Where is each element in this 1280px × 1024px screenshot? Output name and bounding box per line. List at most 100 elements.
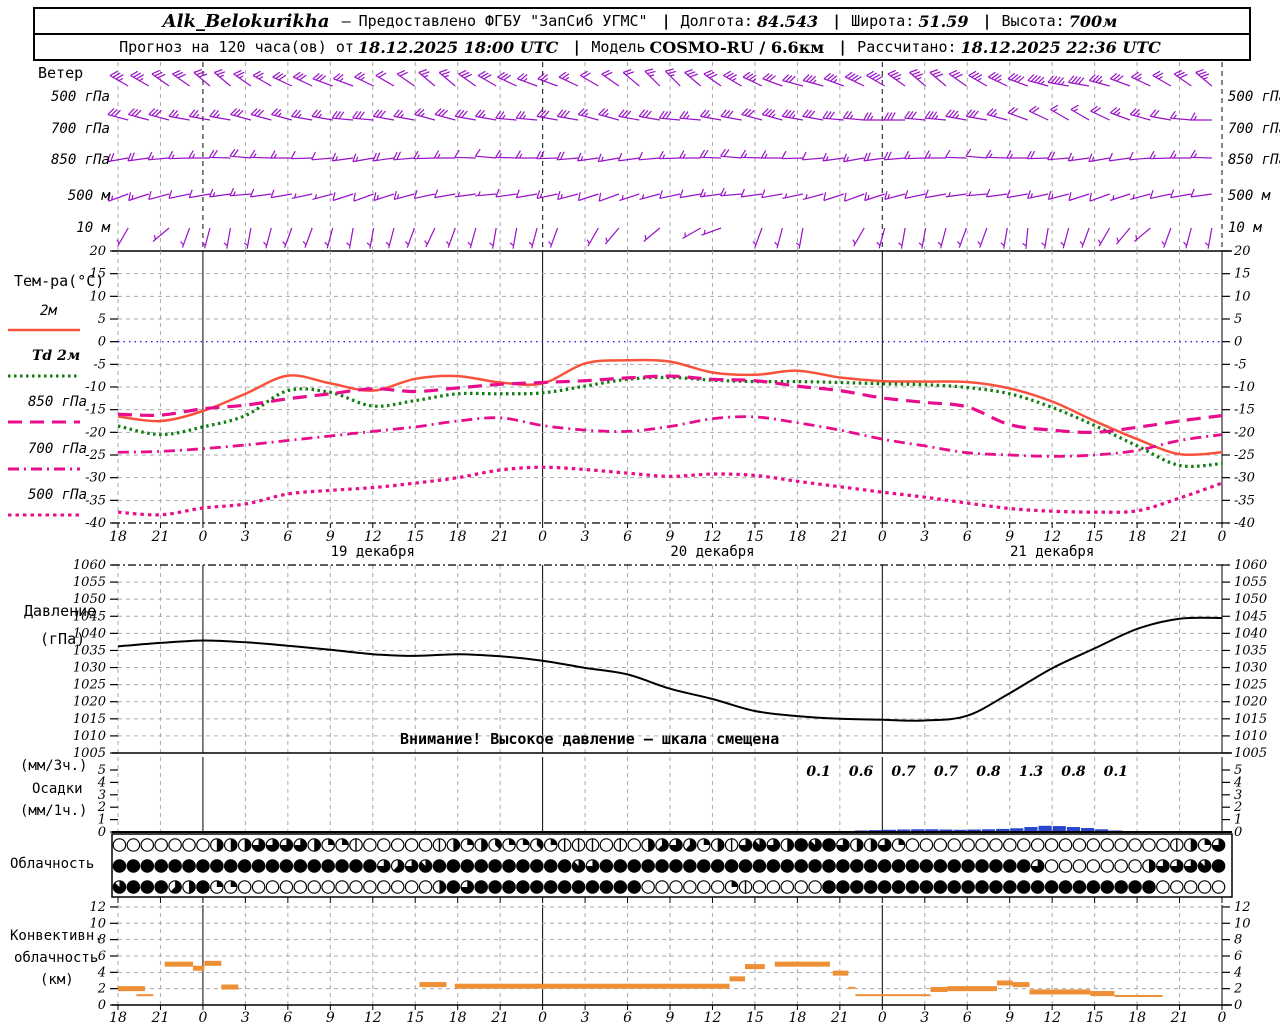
svg-text:-35: -35 <box>1234 493 1255 508</box>
convective-cloud-segment <box>996 980 1013 986</box>
wind-level-label-500hpa-right: 500 гПа <box>1228 89 1280 105</box>
wind-level-label-10m-right: 10 м <box>1228 220 1262 236</box>
convective-panel-title-1: Конвективн. <box>10 928 103 944</box>
svg-text:21: 21 <box>830 529 849 545</box>
svg-text:3: 3 <box>241 1010 250 1024</box>
precip-hourly-bar <box>1038 825 1052 832</box>
temperature-panel-title: Тем-ра(°C) <box>14 272 105 290</box>
convective-cloud-segment <box>1029 989 1091 995</box>
svg-text:2: 2 <box>1233 982 1242 997</box>
svg-text:5: 5 <box>1234 763 1242 778</box>
legend-line-td2m <box>8 364 80 378</box>
forecast-prefix: Прогноз на 120 часа(ов) от <box>119 38 354 56</box>
precip-hourly-bar <box>882 829 896 832</box>
svg-text:9: 9 <box>666 1010 675 1024</box>
svg-text:20: 20 <box>88 244 106 259</box>
svg-text:9: 9 <box>326 1010 335 1024</box>
wind-barb-row-3 <box>107 187 1212 202</box>
legend-line-850hpa <box>8 410 80 424</box>
latitude-label: Широта: <box>851 12 915 30</box>
precip-hourly-bar <box>939 829 953 832</box>
svg-text:1060: 1060 <box>73 558 106 573</box>
svg-text:18: 18 <box>1128 529 1146 545</box>
convective-cloud-segment <box>136 994 154 997</box>
legend-line-t2m <box>8 318 80 332</box>
svg-text:6: 6 <box>283 529 292 545</box>
precip-hourly-bar <box>911 829 925 832</box>
legend-label-500hpa: 500 гПа <box>28 487 88 503</box>
svg-text:3: 3 <box>98 788 106 803</box>
convective-cloud-segment <box>848 986 856 989</box>
longitude-label: Долгота: <box>680 12 753 30</box>
convective-cloud-segment <box>947 986 997 992</box>
svg-text:3: 3 <box>920 1010 929 1024</box>
svg-text:15: 15 <box>406 529 424 545</box>
svg-text:0: 0 <box>1218 1010 1227 1024</box>
convective-cloud-segment <box>454 983 730 989</box>
svg-text:0: 0 <box>878 529 887 545</box>
svg-text:1: 1 <box>1234 813 1242 828</box>
svg-text:6: 6 <box>623 529 632 545</box>
svg-text:10: 10 <box>89 916 106 931</box>
svg-text:21: 21 <box>490 529 509 545</box>
svg-text:1010: 1010 <box>73 729 106 744</box>
wind-level-label-500hpa: 500 гПа <box>50 89 110 105</box>
convective-cloud-segment <box>729 976 746 982</box>
svg-text:1050: 1050 <box>73 592 106 607</box>
precip-hourly-bar <box>953 829 967 832</box>
svg-text:6: 6 <box>963 529 972 545</box>
convective-cloud-segment <box>1012 982 1030 988</box>
header: Alk_Belokurikha — Предоставлено ФГБУ "За… <box>33 7 1251 61</box>
model-label: Модель <box>591 38 646 56</box>
svg-text:4: 4 <box>97 965 106 980</box>
svg-text:0: 0 <box>198 1010 207 1024</box>
wind-panel-title: Ветер <box>38 64 84 82</box>
latitude-value: 51.59 <box>918 11 969 31</box>
svg-text:15: 15 <box>746 529 764 545</box>
svg-text:0: 0 <box>1234 998 1242 1013</box>
wind-barb-row-4 <box>116 227 1213 249</box>
convective-panel-units: (км) <box>40 972 74 988</box>
svg-text:0.7: 0.7 <box>934 764 959 780</box>
precip-1h-units-label: (мм/1ч.) <box>20 803 88 819</box>
svg-text:15: 15 <box>1086 529 1104 545</box>
wind-level-label-500m: 500 м <box>67 188 110 204</box>
svg-text:21: 21 <box>151 529 170 545</box>
pressure-panel-units: (гПа) <box>40 630 86 648</box>
svg-text:12: 12 <box>1043 1010 1061 1024</box>
convective-cloud-segment <box>419 982 447 988</box>
svg-text:3: 3 <box>241 529 250 545</box>
svg-text:-5: -5 <box>93 357 106 372</box>
longitude-value: 84.543 <box>756 11 819 31</box>
svg-text:1060: 1060 <box>1234 558 1267 573</box>
legend-label-t2m: 2м <box>40 303 57 319</box>
station-name: Alk_Belokurikha <box>162 10 330 32</box>
svg-text:1045: 1045 <box>1234 609 1267 624</box>
svg-text:1030: 1030 <box>1234 661 1267 676</box>
svg-text:1025: 1025 <box>73 678 106 693</box>
svg-text:15: 15 <box>406 1010 424 1024</box>
svg-text:18: 18 <box>449 1010 467 1024</box>
svg-text:12: 12 <box>1043 529 1061 545</box>
svg-text:1035: 1035 <box>73 643 106 658</box>
convective-cloud-segment <box>774 961 830 967</box>
time-axis-bottom: 18 21 0 3 6 9 12 15 18 21 0 3 6 9 12 15 18 21 0 3 6 9 12 15 18 21… <box>109 1005 1227 1024</box>
svg-text:18: 18 <box>449 529 467 545</box>
svg-text:15: 15 <box>746 1010 764 1024</box>
svg-text:21: 21 <box>151 1010 170 1024</box>
svg-text:-5: -5 <box>1234 357 1247 372</box>
svg-text:21: 21 <box>830 1010 849 1024</box>
svg-text:15: 15 <box>1086 1010 1104 1024</box>
precip-hourly-bar <box>1024 827 1038 832</box>
calculated-time: 18.12.2025 22:36 UTC <box>960 37 1161 57</box>
svg-text:2: 2 <box>1233 800 1242 815</box>
precip-hourly-bar <box>1052 826 1066 832</box>
svg-text:9: 9 <box>666 529 675 545</box>
legend-line-500hpa <box>8 503 80 517</box>
precip-hourly-bar <box>967 829 981 832</box>
precip-hourly-bar <box>1066 827 1080 832</box>
header-row-station: Alk_Belokurikha — Предоставлено ФГБУ "За… <box>35 9 1249 33</box>
svg-text:3: 3 <box>920 529 929 545</box>
svg-text:12: 12 <box>364 1010 382 1024</box>
